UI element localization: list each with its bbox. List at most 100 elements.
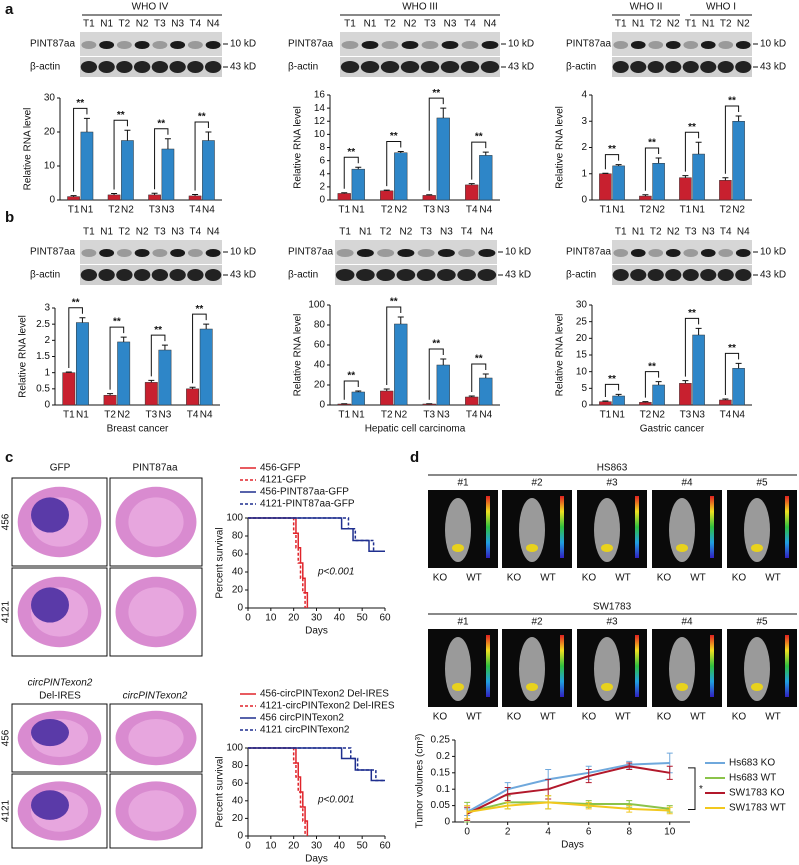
- y-tick-label: 6: [319, 155, 325, 166]
- band: [665, 41, 681, 49]
- error-bar: [120, 336, 127, 342]
- x-tick-label: 30: [311, 841, 323, 852]
- mouse-label: WT: [765, 712, 781, 723]
- survival-curve: [248, 747, 385, 782]
- legend-label: 4121-GFP: [260, 475, 306, 486]
- survival-curve: [248, 747, 309, 836]
- error-bar: [397, 316, 404, 324]
- error-bar: [161, 344, 168, 351]
- y-tick-label: 0: [237, 831, 243, 842]
- brain-section: [109, 567, 203, 657]
- significance-bracket: [724, 105, 740, 174]
- x-tick-label: 30: [311, 613, 323, 624]
- mouse-id: #2: [531, 478, 543, 489]
- y-tick-label: 0: [581, 195, 587, 206]
- lane-label: T1: [83, 19, 95, 30]
- band: [630, 269, 647, 281]
- mouse-label: WT: [540, 573, 556, 584]
- significance-label: **: [154, 325, 162, 336]
- significance-label: **: [648, 138, 656, 149]
- survival-curve: [248, 517, 381, 553]
- line: [466, 801, 670, 814]
- x-tick-label: T4: [189, 205, 201, 216]
- lane-label: T2: [119, 19, 131, 30]
- band: [116, 249, 132, 257]
- panel-letter: a: [5, 1, 14, 18]
- brain-section: [11, 773, 108, 849]
- brain-section: [109, 703, 203, 773]
- y-axis-label: Relative RNA level: [18, 315, 29, 398]
- error-bar: [655, 157, 662, 164]
- column-label: circPINTexon2: [28, 678, 93, 689]
- x-tick-label: N1: [352, 205, 365, 216]
- x-tick-label: N2: [121, 205, 134, 216]
- lane-label: N2: [136, 227, 149, 238]
- lane-label: N4: [207, 19, 220, 30]
- significance-bracket: [604, 154, 620, 170]
- mouse-label: KO: [582, 712, 597, 723]
- bar: [117, 341, 131, 406]
- band: [683, 41, 699, 49]
- band: [613, 41, 629, 49]
- bar: [67, 196, 80, 201]
- x-axis-label: Days: [305, 626, 328, 637]
- band: [205, 249, 221, 257]
- tumor: [31, 790, 69, 820]
- band: [336, 249, 354, 257]
- significance-label: **: [117, 110, 125, 121]
- significance-label: **: [76, 98, 84, 109]
- bar: [103, 395, 117, 406]
- bar: [652, 384, 665, 406]
- significance-bracket: [194, 121, 209, 191]
- group-header: WHO III: [402, 2, 438, 13]
- y-tick-label: 30: [44, 93, 56, 104]
- lane-label: N4: [480, 227, 493, 238]
- band: [460, 61, 480, 73]
- row-label: PINT87aa: [288, 247, 333, 258]
- row-label: PINT87aa: [30, 247, 75, 258]
- significance-bracket: [644, 147, 660, 191]
- x-axis-label: Gastric cancer: [640, 424, 705, 435]
- x-tick-label: T3: [423, 205, 435, 216]
- lane-label: N1: [100, 19, 113, 30]
- lane-label: T3: [154, 227, 166, 238]
- band: [665, 249, 681, 257]
- error-bar: [355, 166, 362, 170]
- x-tick-label: T1: [680, 205, 692, 216]
- band: [116, 61, 133, 73]
- band: [99, 41, 115, 49]
- lane-label: T4: [190, 227, 202, 238]
- y-tick-label: 4: [581, 90, 587, 101]
- x-tick-label: N2: [117, 410, 130, 421]
- x-tick-label: T3: [149, 205, 161, 216]
- mouse-label: KO: [582, 573, 597, 584]
- blot-background: [340, 57, 500, 77]
- band: [397, 249, 415, 257]
- y-tick-label: 15: [576, 350, 588, 361]
- band: [481, 41, 499, 49]
- error-bar: [426, 194, 433, 196]
- band: [458, 249, 476, 257]
- band: [169, 269, 186, 281]
- x-tick-label: N2: [732, 205, 745, 216]
- band: [437, 249, 455, 257]
- bar: [75, 322, 89, 406]
- bar: [80, 131, 94, 201]
- x-tick-label: T1: [338, 205, 350, 216]
- x-tick-label: T3: [680, 410, 692, 421]
- band: [335, 269, 355, 281]
- legend-label: SW1783 KO: [729, 788, 785, 799]
- band: [700, 269, 717, 281]
- band: [134, 249, 150, 257]
- x-tick-label: T1: [600, 410, 612, 421]
- mouse-id: #1: [457, 617, 469, 628]
- band: [360, 61, 380, 73]
- band: [700, 61, 717, 73]
- color-scale: [560, 635, 564, 697]
- row-label: 4121: [1, 799, 12, 822]
- y-tick-label: 60: [232, 778, 244, 789]
- bar: [148, 194, 161, 201]
- x-tick-label: T1: [68, 205, 80, 216]
- row-label: 456: [1, 729, 12, 746]
